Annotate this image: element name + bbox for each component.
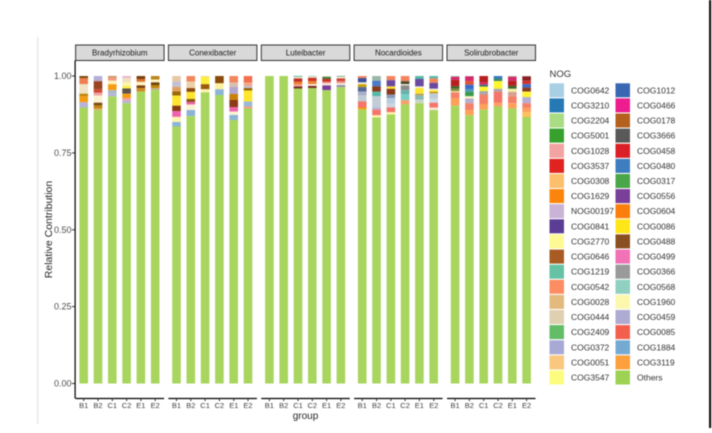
svg-text:COG2770: COG2770 — [571, 236, 610, 246]
svg-text:COG2409: COG2409 — [571, 327, 610, 337]
svg-text:Conexibacter: Conexibacter — [189, 48, 236, 57]
svg-text:COG0028: COG0028 — [571, 297, 610, 307]
svg-text:COG1012: COG1012 — [637, 85, 676, 95]
svg-text:COG3119: COG3119 — [637, 357, 675, 367]
svg-text:E2: E2 — [522, 401, 531, 410]
svg-text:0.75: 0.75 — [54, 148, 72, 158]
svg-text:COG1219: COG1219 — [571, 267, 610, 277]
svg-text:COG0841: COG0841 — [571, 221, 610, 231]
svg-text:B2: B2 — [372, 401, 381, 410]
svg-text:B1: B1 — [451, 401, 460, 410]
svg-text:COG0542: COG0542 — [571, 282, 610, 292]
svg-text:B1: B1 — [265, 401, 274, 410]
svg-text:B2: B2 — [465, 401, 474, 410]
svg-text:Nocardioides: Nocardioides — [375, 48, 422, 57]
svg-text:C2: C2 — [122, 401, 132, 410]
svg-text:COG0488: COG0488 — [637, 236, 676, 246]
svg-text:0.25: 0.25 — [54, 302, 72, 312]
svg-text:C1: C1 — [386, 401, 396, 410]
svg-text:COG1629: COG1629 — [571, 191, 610, 201]
svg-text:B1: B1 — [79, 401, 88, 410]
svg-text:E1: E1 — [136, 401, 145, 410]
svg-text:0.00: 0.00 — [54, 379, 72, 389]
svg-text:COG0646: COG0646 — [571, 252, 610, 262]
svg-text:COG1960: COG1960 — [637, 297, 676, 307]
svg-text:COG0458: COG0458 — [637, 146, 676, 156]
svg-text:COG0086: COG0086 — [637, 221, 676, 231]
svg-text:NOG00197: NOG00197 — [571, 206, 614, 216]
svg-text:Luteibacter: Luteibacter — [286, 48, 326, 57]
svg-text:B2: B2 — [279, 401, 288, 410]
svg-text:Solirubrobacter: Solirubrobacter — [464, 48, 519, 57]
svg-text:0.50: 0.50 — [54, 225, 72, 235]
svg-text:C2: C2 — [400, 401, 410, 410]
svg-text:COG0459: COG0459 — [637, 312, 676, 322]
svg-text:B1: B1 — [172, 401, 181, 410]
svg-text:group: group — [293, 411, 319, 422]
svg-text:C1: C1 — [108, 401, 118, 410]
svg-text:COG2204: COG2204 — [571, 116, 610, 126]
svg-text:COG0317: COG0317 — [637, 176, 676, 186]
svg-text:C2: C2 — [308, 401, 318, 410]
svg-text:E2: E2 — [151, 401, 160, 410]
svg-text:C2: C2 — [493, 401, 503, 410]
svg-text:COG3666: COG3666 — [637, 131, 676, 141]
svg-text:COG0642: COG0642 — [571, 85, 610, 95]
svg-text:E1: E1 — [322, 401, 331, 410]
svg-text:B1: B1 — [358, 401, 367, 410]
svg-text:COG0499: COG0499 — [637, 252, 676, 262]
svg-text:COG5001: COG5001 — [571, 131, 610, 141]
svg-text:NOG: NOG — [550, 69, 572, 80]
svg-text:COG0372: COG0372 — [571, 342, 610, 352]
svg-text:E2: E2 — [429, 401, 438, 410]
svg-text:E2: E2 — [243, 401, 252, 410]
svg-text:COG0178: COG0178 — [637, 116, 676, 126]
svg-text:B2: B2 — [93, 401, 102, 410]
svg-text:E1: E1 — [508, 401, 517, 410]
svg-text:COG0444: COG0444 — [571, 312, 610, 322]
svg-text:COG3210: COG3210 — [571, 100, 610, 110]
svg-text:COG0556: COG0556 — [637, 191, 676, 201]
svg-text:C1: C1 — [200, 401, 210, 410]
svg-text:COG0366: COG0366 — [637, 267, 676, 277]
svg-text:C1: C1 — [479, 401, 489, 410]
svg-text:Bradyrhizobium: Bradyrhizobium — [92, 48, 148, 57]
svg-text:E2: E2 — [336, 401, 345, 410]
svg-text:COG0308: COG0308 — [571, 176, 610, 186]
svg-text:E1: E1 — [229, 401, 238, 410]
svg-text:COG1028: COG1028 — [571, 146, 610, 156]
svg-text:C2: C2 — [215, 401, 225, 410]
svg-text:B2: B2 — [186, 401, 195, 410]
svg-text:Relative Contribution: Relative Contribution — [43, 181, 55, 279]
svg-text:COG0568: COG0568 — [637, 282, 676, 292]
svg-text:Others: Others — [637, 373, 663, 383]
svg-text:COG0480: COG0480 — [637, 161, 676, 171]
svg-text:1.00: 1.00 — [54, 71, 72, 81]
svg-text:COG3547: COG3547 — [571, 373, 610, 383]
svg-text:COG3537: COG3537 — [571, 161, 610, 171]
svg-text:COG0604: COG0604 — [637, 206, 676, 216]
svg-text:COG0466: COG0466 — [637, 100, 676, 110]
svg-text:COG0051: COG0051 — [571, 357, 610, 367]
svg-text:E1: E1 — [415, 401, 424, 410]
svg-text:COG1884: COG1884 — [637, 342, 676, 352]
svg-text:COG0085: COG0085 — [637, 327, 676, 337]
svg-text:C1: C1 — [293, 401, 303, 410]
